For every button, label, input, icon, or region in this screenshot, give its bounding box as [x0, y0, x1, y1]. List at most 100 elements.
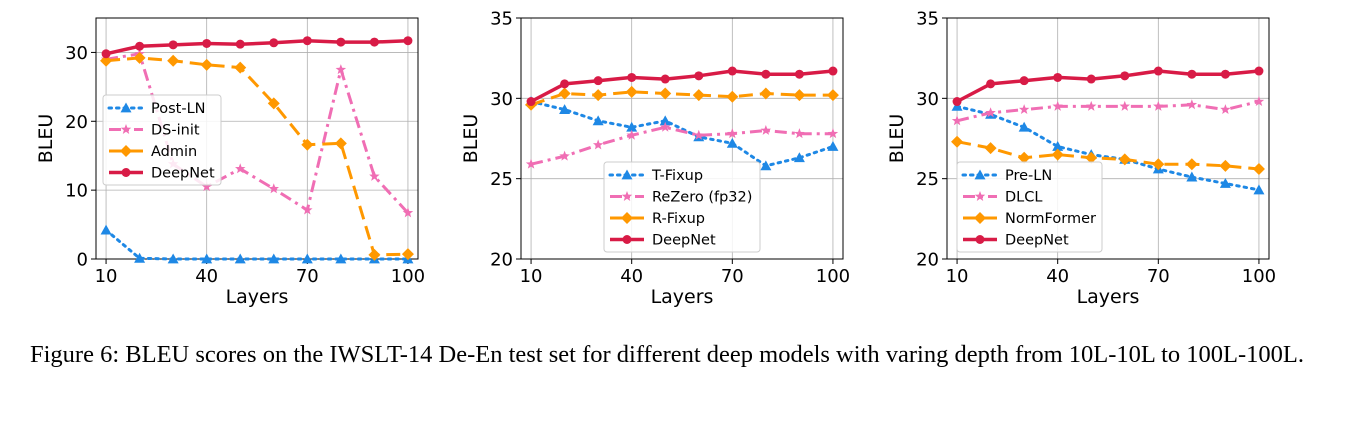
data-point	[1220, 104, 1231, 115]
x-tick-label: 70	[721, 266, 744, 287]
legend-marker	[120, 145, 132, 157]
legend-label: DS-init	[151, 123, 200, 139]
series-rezero-fp32-	[525, 121, 839, 169]
data-point	[234, 61, 247, 74]
legend-label: DeepNet	[1005, 233, 1069, 249]
data-point	[368, 248, 381, 261]
data-point	[660, 74, 670, 84]
data-point	[727, 128, 738, 139]
data-point	[1018, 121, 1030, 132]
y-axis-label: BLEU	[886, 114, 908, 164]
data-point	[726, 90, 739, 103]
legend-marker	[974, 191, 986, 201]
data-point	[1019, 76, 1029, 86]
data-point	[302, 36, 312, 46]
data-point	[693, 129, 704, 140]
legend-marker	[120, 102, 132, 113]
data-point	[168, 40, 178, 50]
data-point	[202, 38, 212, 48]
data-point	[334, 137, 347, 150]
data-point	[1186, 99, 1198, 110]
legend-marker	[621, 191, 633, 201]
data-point	[626, 121, 638, 132]
legend-marker	[975, 235, 985, 244]
data-point	[200, 58, 213, 71]
legend-label: T-Fixup	[651, 168, 703, 184]
x-tick-label: 70	[1147, 266, 1170, 287]
series-line	[105, 38, 408, 56]
data-point	[525, 158, 537, 169]
data-point	[100, 224, 112, 235]
data-point	[694, 71, 704, 81]
y-tick-label: 20	[916, 250, 939, 271]
data-point	[369, 170, 380, 181]
x-axis-label: Layers	[226, 286, 289, 308]
y-tick-label: 35	[490, 9, 513, 30]
legend-label: Post-LN	[151, 101, 206, 117]
chart-panel-3: 20 25 30 35 10 40 70 100 Layers BLEU Pre-LN DLCL Nor…	[886, 9, 1276, 309]
legend-label: NormFormer	[1005, 211, 1096, 227]
data-point	[558, 87, 571, 100]
axes-frame	[520, 17, 844, 260]
x-tick-label: 10	[95, 266, 118, 287]
data-point	[1051, 148, 1064, 161]
data-point	[986, 79, 996, 89]
data-point	[1018, 151, 1031, 164]
data-point	[1018, 104, 1030, 115]
y-tick-label: 0	[77, 250, 88, 271]
data-point	[1119, 100, 1130, 111]
data-point	[827, 128, 839, 139]
data-point	[593, 76, 603, 86]
data-point	[592, 115, 604, 126]
data-point	[626, 129, 637, 140]
series-deepnet	[101, 36, 413, 59]
chart-panel-2: 20 25 30 35 10 40 70 100 Layers BLEU T-Fixup ReZero…	[460, 9, 850, 309]
data-point	[951, 135, 964, 148]
y-tick-label: 25	[490, 169, 513, 190]
data-point	[133, 51, 146, 64]
legend: T-Fixup ReZero (fp32) R-Fixup DeepNet	[603, 161, 761, 253]
x-axis-label: Layers	[651, 286, 714, 308]
data-point	[951, 115, 963, 126]
data-point	[592, 89, 605, 102]
data-point	[335, 253, 347, 264]
data-point	[101, 49, 111, 59]
y-tick-label: 10	[65, 181, 88, 202]
legend-marker	[974, 169, 986, 180]
data-point	[559, 150, 570, 161]
data-point	[134, 252, 146, 263]
series-line	[956, 69, 1260, 104]
y-tick-label: 30	[65, 43, 88, 64]
legend-box	[102, 94, 222, 186]
data-point	[727, 66, 737, 76]
series-line	[105, 56, 408, 257]
legend-label: DLCL	[1005, 190, 1042, 206]
series-line	[104, 228, 410, 261]
y-tick-label: 20	[65, 112, 88, 133]
data-point	[1219, 177, 1231, 188]
data-point	[1187, 69, 1197, 79]
data-point	[403, 36, 413, 46]
figure-caption: Figure 6: BLEU scores on the IWSLT-14 De…	[30, 341, 1304, 368]
legend-marker	[621, 212, 633, 224]
data-point	[234, 253, 246, 264]
data-point	[1085, 151, 1098, 164]
x-tick-label: 40	[620, 266, 643, 287]
y-axis-label: BLEU	[35, 114, 57, 164]
x-tick-label: 70	[296, 266, 319, 287]
legend-box	[956, 161, 1103, 253]
legend-marker	[120, 124, 132, 134]
data-point	[1118, 153, 1131, 166]
data-point	[660, 121, 671, 132]
series-line	[955, 104, 1261, 192]
data-point	[1086, 100, 1097, 111]
legend-label: R-Fixup	[652, 211, 705, 227]
data-point	[826, 89, 839, 102]
legend: Post-LN DS-init Admin DeepNet	[102, 94, 222, 186]
x-tick-label: 40	[195, 266, 218, 287]
legend-label: Admin	[151, 144, 197, 160]
data-point	[369, 37, 379, 47]
series-line	[529, 100, 835, 168]
data-point	[201, 253, 213, 264]
data-point	[1153, 66, 1163, 76]
